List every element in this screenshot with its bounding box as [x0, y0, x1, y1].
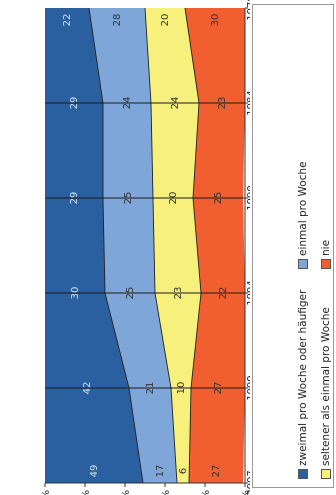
x-tick-label: 1984: [246, 90, 250, 115]
legend-swatch: [297, 259, 308, 269]
data-label: 21: [145, 382, 156, 395]
legend-label: zweimal pro Woche oder häufiger: [296, 289, 309, 466]
data-label: 24: [170, 97, 181, 110]
data-label: 6: [178, 468, 189, 474]
x-tick-label: 1978: [246, 0, 250, 21]
y-tick-label: 40%: [121, 490, 132, 495]
legend-swatch: [320, 259, 331, 269]
data-label: 27: [213, 382, 224, 395]
legend-item: nie: [316, 89, 335, 269]
legend-label: nie: [319, 239, 332, 256]
data-label: 30: [210, 14, 221, 27]
y-tick-label: 80%: [201, 490, 212, 495]
data-label: 10: [176, 382, 187, 395]
y-tick-label: 60%: [161, 490, 172, 495]
data-label: 22: [218, 287, 229, 300]
data-label: 49: [89, 465, 100, 478]
data-label: 42: [82, 382, 93, 395]
data-label: 17: [155, 465, 166, 478]
legend-swatch: [297, 469, 308, 479]
series-boundary-0: [88, 7, 144, 484]
data-label: 29: [69, 192, 80, 205]
series-boundary-1: [144, 7, 178, 484]
data-label: 22: [62, 14, 73, 27]
data-label: 25: [123, 192, 134, 205]
data-label: 24: [122, 97, 133, 110]
data-label: 20: [160, 14, 171, 27]
x-tick-label: 1999: [246, 375, 250, 400]
legend-item: zweimal pro Woche oder häufiger: [293, 269, 312, 479]
x-tick-label: 1990: [246, 185, 250, 210]
y-tick-label: 0%: [41, 490, 52, 495]
data-label: 27: [211, 465, 222, 478]
legend-item: seltener als einmal pro Woche: [316, 269, 335, 479]
legend-label: seltener als einmal pro Woche: [319, 307, 332, 466]
area-series-0: [45, 8, 143, 483]
x-tick-label: 2007: [246, 470, 250, 495]
y-tick-label: 20%: [81, 490, 92, 495]
data-label: 28: [112, 14, 123, 27]
area-series-3: [185, 8, 245, 483]
area-series-1: [89, 8, 177, 483]
data-label: 30: [70, 287, 81, 300]
data-label: 29: [69, 97, 80, 110]
data-label: 20: [168, 192, 179, 205]
series-boundary-2: [184, 7, 202, 484]
legend-swatch: [320, 469, 331, 479]
data-label: 25: [213, 192, 224, 205]
data-label: 23: [173, 287, 184, 300]
legend-item: einmal pro Woche: [293, 89, 312, 269]
stacked-area-chart: 0% 20% 40% 60% 80% 100% 1978 1984 1990 1994 1999 20…: [41, 0, 250, 495]
legend: zweimal pro Woche oder häufiger einmal pr…: [252, 4, 334, 488]
data-label: 25: [125, 287, 136, 300]
area-series-2: [145, 8, 201, 483]
y-tick-label: 100%: [241, 490, 250, 495]
data-label: 23: [217, 97, 228, 110]
legend-label: einmal pro Woche: [296, 161, 309, 256]
x-tick-label: 1994: [246, 280, 250, 305]
